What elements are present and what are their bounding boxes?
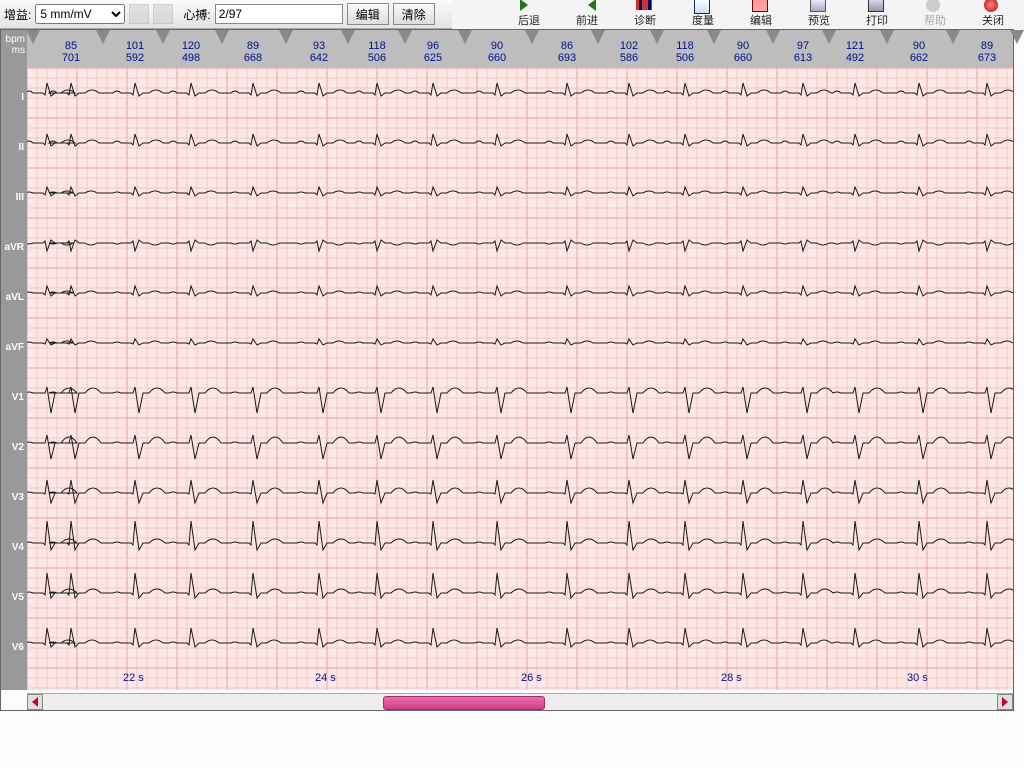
beat-label: 101592 bbox=[115, 40, 155, 64]
menu-close-label: 关闭 bbox=[982, 12, 1004, 28]
lead-label-V5: V5 bbox=[1, 572, 27, 622]
lead-label-aVL: aVL bbox=[1, 272, 27, 322]
close-icon bbox=[984, 0, 998, 12]
beat-label: 90660 bbox=[723, 40, 763, 64]
beat-header: 85701 101592 120498 89668 93642 118506 96625 90… bbox=[27, 30, 1013, 68]
beat-label: 心搏: bbox=[183, 6, 210, 23]
beat-label: 121492 bbox=[835, 40, 875, 64]
menu-forward[interactable]: 前进 bbox=[562, 0, 612, 28]
menu-help-label: 帮助 bbox=[924, 12, 946, 28]
clear-button[interactable]: 清除 bbox=[393, 3, 435, 25]
preview-icon bbox=[810, 0, 826, 12]
beat-label: 90660 bbox=[477, 40, 517, 64]
scroll-track[interactable] bbox=[43, 696, 997, 708]
menu-edit-label: 编辑 bbox=[750, 12, 772, 28]
lead-label-V4: V4 bbox=[1, 522, 27, 572]
menu-back-label: 后退 bbox=[518, 12, 540, 28]
beat-label: 102586 bbox=[609, 40, 649, 64]
gain-label: 增益: bbox=[4, 6, 31, 23]
time-mark: 30 s bbox=[907, 672, 928, 684]
menu-edit[interactable]: 编辑 bbox=[736, 0, 786, 28]
time-mark: 28 s bbox=[721, 672, 742, 684]
menu-preview-label: 预览 bbox=[808, 12, 830, 28]
beat-label: 89668 bbox=[233, 40, 273, 64]
beat-label: 96625 bbox=[413, 40, 453, 64]
beat-marker bbox=[880, 30, 894, 44]
beat-label: 93642 bbox=[299, 40, 339, 64]
beat-label: 89673 bbox=[967, 40, 1007, 64]
menu-back[interactable]: 后退 bbox=[504, 0, 554, 28]
scroll-left-button[interactable] bbox=[27, 694, 43, 710]
time-mark: 24 s bbox=[315, 672, 336, 684]
scrollbar[interactable] bbox=[27, 693, 1013, 710]
lead-label-aVR: aVR bbox=[1, 222, 27, 272]
forward-icon bbox=[584, 0, 596, 11]
lead-label-V3: V3 bbox=[1, 472, 27, 522]
beat-label: 85701 bbox=[51, 40, 91, 64]
beat-label: 86693 bbox=[547, 40, 587, 64]
time-mark: 22 s bbox=[123, 672, 144, 684]
lead-units: bpmms bbox=[1, 30, 27, 72]
diagnose-icon bbox=[636, 0, 652, 10]
beat-marker bbox=[707, 30, 721, 44]
menu-help: 帮助 bbox=[910, 0, 960, 28]
help-icon bbox=[926, 0, 940, 12]
lead-label-I: I bbox=[1, 72, 27, 122]
beat-marker bbox=[822, 30, 836, 44]
menu-measure-label: 度量 bbox=[692, 12, 714, 28]
beat-label: 97613 bbox=[783, 40, 823, 64]
beat-label: 118506 bbox=[665, 40, 705, 64]
menu-print[interactable]: 打印 bbox=[852, 0, 902, 28]
beat-marker bbox=[96, 30, 110, 44]
beat-marker bbox=[279, 30, 293, 44]
beat-marker bbox=[458, 30, 472, 44]
lead-label-V1: V1 bbox=[1, 372, 27, 422]
menu-diagnose[interactable]: 诊断 bbox=[620, 0, 670, 28]
scroll-right-button[interactable] bbox=[997, 694, 1013, 710]
beat-label: 120498 bbox=[171, 40, 211, 64]
lead-column: bpmms IIIIIIaVRaVLaVFV1V2V3V4V5V6 bbox=[1, 30, 27, 690]
beat-label: 90662 bbox=[899, 40, 939, 64]
menu-forward-label: 前进 bbox=[576, 12, 598, 28]
gain-select[interactable]: 5 mm/mV bbox=[35, 4, 125, 24]
beat-input[interactable] bbox=[215, 4, 343, 24]
menubar: 后退 前进 诊断 度量 编辑 预览 打印 帮助 关闭 bbox=[452, 0, 1024, 31]
menu-measure[interactable]: 度量 bbox=[678, 0, 728, 28]
scroll-thumb[interactable] bbox=[383, 696, 545, 710]
beat-label: 118506 bbox=[357, 40, 397, 64]
tool-icon-disabled-2 bbox=[153, 4, 173, 24]
beat-marker bbox=[156, 30, 170, 44]
beat-marker bbox=[215, 30, 229, 44]
edit-button[interactable]: 编辑 bbox=[347, 3, 389, 25]
beat-marker bbox=[650, 30, 664, 44]
menu-close[interactable]: 关闭 bbox=[968, 0, 1018, 28]
lead-label-V6: V6 bbox=[1, 622, 27, 672]
beat-marker bbox=[766, 30, 780, 44]
lead-label-III: III bbox=[1, 172, 27, 222]
back-icon bbox=[520, 0, 538, 11]
print-icon bbox=[868, 0, 884, 12]
beat-marker bbox=[525, 30, 539, 44]
edit-icon bbox=[752, 0, 768, 12]
menu-print-label: 打印 bbox=[866, 12, 888, 28]
beat-marker bbox=[398, 30, 412, 44]
time-mark: 26 s bbox=[521, 672, 542, 684]
beat-marker bbox=[341, 30, 355, 44]
lead-label-V2: V2 bbox=[1, 422, 27, 472]
beat-marker bbox=[26, 30, 40, 44]
tool-icon-disabled-1 bbox=[129, 4, 149, 24]
lead-label-II: II bbox=[1, 122, 27, 172]
beat-marker bbox=[1010, 30, 1024, 44]
lead-label-aVF: aVF bbox=[1, 322, 27, 372]
main-panel: bpmms IIIIIIaVRaVLaVFV1V2V3V4V5V6 857011… bbox=[0, 29, 1014, 711]
ecg-chart[interactable]: 22 s 24 s 26 s 28 s 30 s bbox=[27, 68, 1013, 690]
beat-marker bbox=[946, 30, 960, 44]
menu-preview[interactable]: 预览 bbox=[794, 0, 844, 28]
menu-diagnose-label: 诊断 bbox=[634, 12, 656, 28]
beat-marker bbox=[591, 30, 605, 44]
